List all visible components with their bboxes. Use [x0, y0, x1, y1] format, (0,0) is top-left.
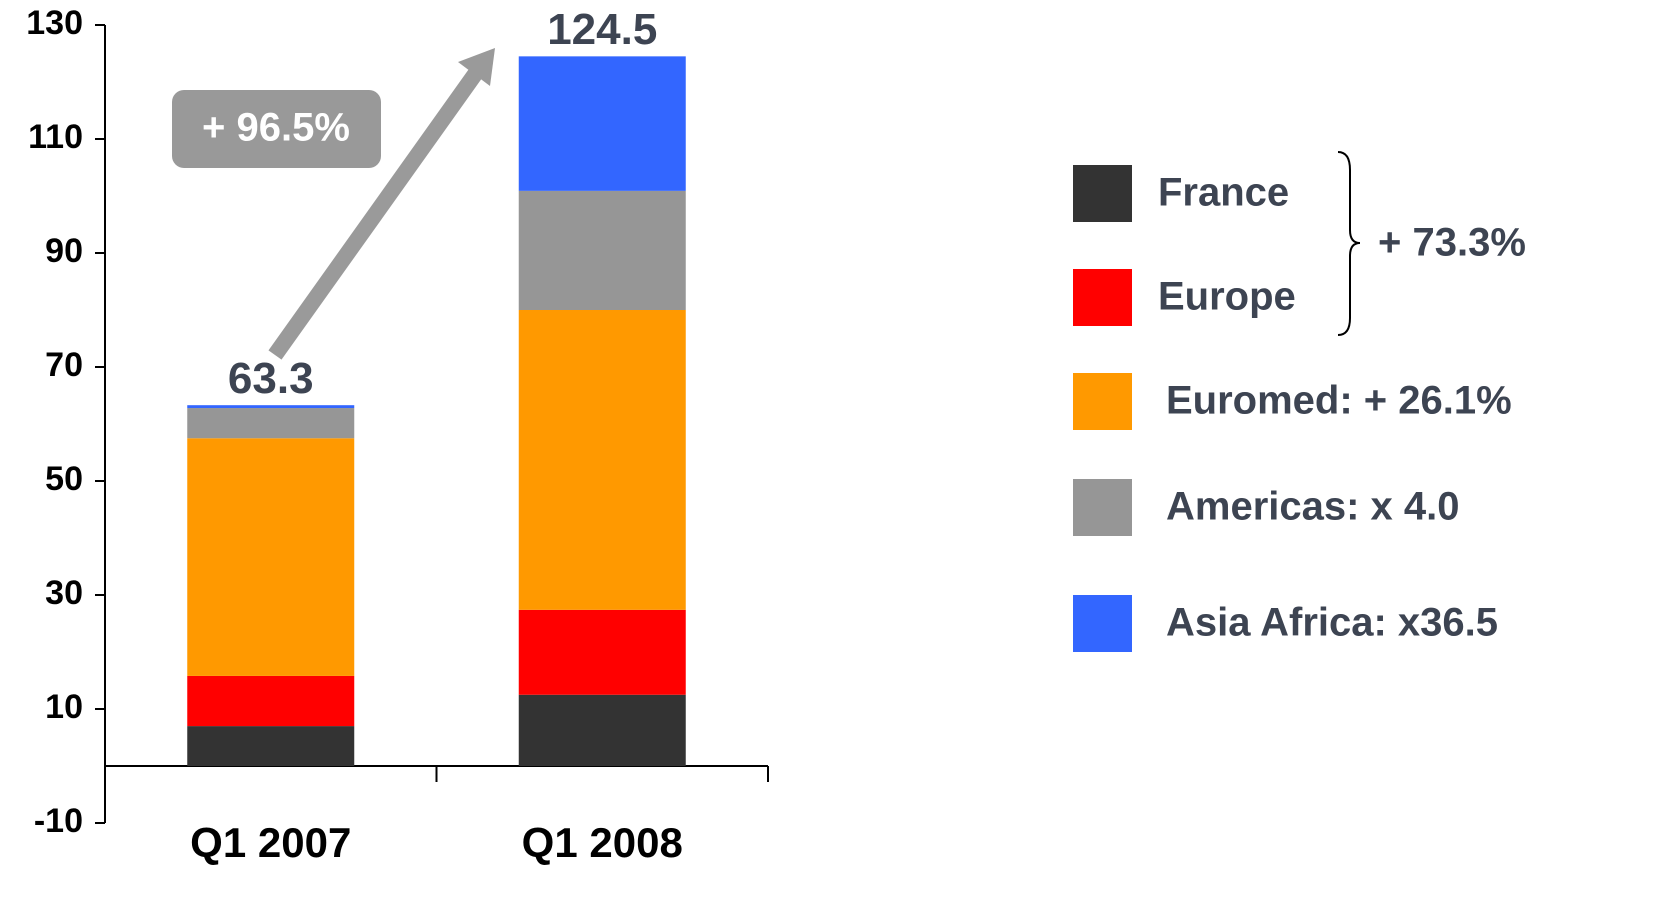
total-label: 63.3 — [228, 354, 314, 403]
growth-arrow-head — [458, 48, 495, 86]
legend-swatch — [1073, 595, 1132, 652]
legend-swatch — [1073, 165, 1132, 222]
bar-segment — [187, 438, 355, 676]
legend-swatch — [1073, 269, 1132, 326]
bar-segment — [518, 310, 686, 610]
y-tick-label: 10 — [45, 688, 83, 726]
x-tick-label: Q1 2008 — [522, 819, 683, 866]
y-tick-label: -10 — [34, 802, 83, 840]
y-tick-label: 110 — [28, 118, 83, 156]
x-tick-label: Q1 2007 — [190, 819, 351, 866]
growth-arrow — [268, 65, 485, 360]
y-tick-label: 70 — [45, 346, 83, 384]
bar-segment — [187, 405, 355, 409]
bar-segment — [518, 56, 686, 191]
y-tick-label: 50 — [45, 460, 83, 498]
growth-box — [172, 90, 381, 168]
legend-label: Europe — [1158, 275, 1296, 319]
brace-label: + 73.3% — [1378, 221, 1526, 265]
legend-label: France — [1158, 171, 1289, 215]
legend-swatch — [1073, 479, 1132, 536]
legend-label: Americas: x 4.0 — [1166, 485, 1460, 529]
bar-segment — [518, 694, 686, 766]
growth-label: + 96.5% — [202, 106, 350, 150]
bar-segment — [187, 726, 355, 766]
bar-segment — [518, 190, 686, 310]
bar-segment — [518, 609, 686, 695]
bar-segment — [187, 408, 355, 439]
y-tick-label: 130 — [26, 4, 83, 42]
legend-brace — [1337, 151, 1361, 336]
y-tick-label: 30 — [45, 574, 83, 612]
legend-label: Asia Africa: x36.5 — [1166, 601, 1498, 645]
y-tick-label: 90 — [45, 232, 83, 270]
legend-label: Euromed: + 26.1% — [1166, 379, 1512, 423]
legend-swatch — [1073, 373, 1132, 430]
total-label: 124.5 — [547, 5, 657, 54]
bar-segment — [187, 675, 355, 727]
